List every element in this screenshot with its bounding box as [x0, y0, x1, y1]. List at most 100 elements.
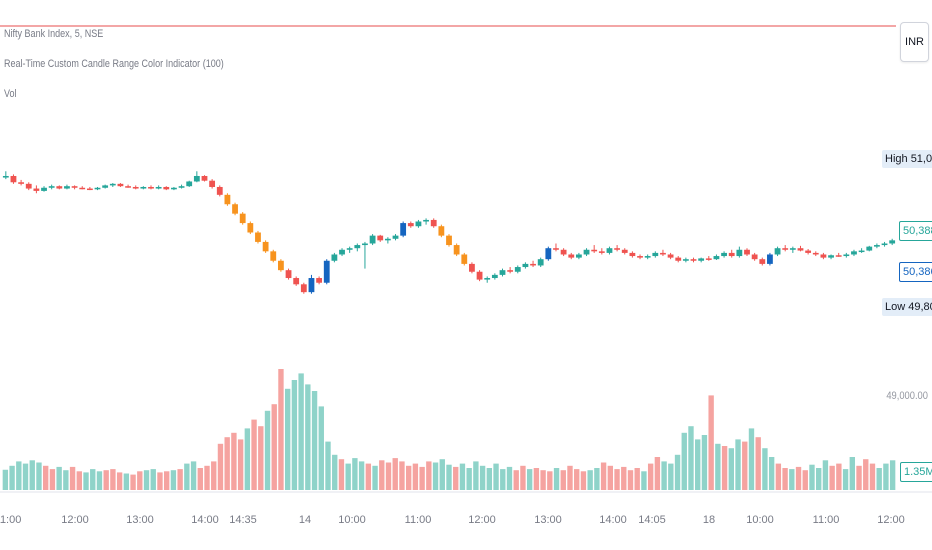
candle-body[interactable] [851, 251, 857, 255]
candle-body[interactable] [713, 256, 720, 260]
candle-body[interactable] [843, 254, 850, 257]
candle-body[interactable] [491, 274, 498, 279]
candle-body[interactable] [247, 223, 254, 233]
candle-body[interactable] [507, 270, 514, 272]
candle-body[interactable] [140, 186, 147, 189]
candle-body[interactable] [583, 249, 590, 255]
indicator-legend[interactable]: Real-Time Custom Candle Range Color Indi… [4, 58, 224, 70]
candle-body[interactable] [94, 187, 101, 190]
candle-body[interactable] [201, 175, 208, 181]
candle-body[interactable] [453, 245, 460, 255]
candle-body[interactable] [362, 243, 368, 246]
symbol-legend[interactable]: Nifty Bank Index, 5, NSE [4, 28, 104, 40]
candle-body[interactable] [805, 250, 812, 253]
candle-body[interactable] [797, 248, 804, 251]
candle-body[interactable] [239, 213, 246, 224]
candle-body[interactable] [193, 175, 200, 182]
candle-body[interactable] [415, 221, 422, 227]
candle-body[interactable] [171, 187, 177, 190]
candle-body[interactable] [339, 249, 345, 255]
candle-body[interactable] [300, 284, 307, 293]
candle-body[interactable] [614, 248, 621, 250]
candle-body[interactable] [881, 243, 888, 246]
candle-body[interactable] [889, 240, 896, 244]
candle-body[interactable] [423, 219, 429, 222]
candle-body[interactable] [469, 263, 475, 272]
candle-body[interactable] [774, 248, 781, 255]
candle-body[interactable] [255, 232, 261, 242]
candle-body[interactable] [461, 254, 468, 264]
candle-body[interactable] [178, 186, 185, 188]
candle-body[interactable] [858, 250, 865, 253]
candle-body[interactable] [262, 241, 269, 252]
candle-body[interactable] [125, 186, 131, 188]
candle-body[interactable] [79, 187, 86, 190]
candle-body[interactable] [25, 183, 32, 189]
candle-body[interactable] [400, 223, 407, 236]
candle-body[interactable] [728, 252, 735, 257]
candle-body[interactable] [308, 278, 315, 293]
candle-body[interactable] [346, 248, 353, 250]
currency-button[interactable]: INR [900, 22, 929, 62]
candle-body[interactable] [767, 254, 773, 264]
candle-body[interactable] [598, 251, 605, 253]
candle-body[interactable] [751, 254, 758, 260]
candle-body[interactable] [522, 263, 529, 268]
candle-body[interactable] [71, 186, 78, 188]
candle-body[interactable] [2, 175, 9, 178]
candle-body[interactable] [377, 235, 384, 241]
candle-body[interactable] [606, 248, 613, 253]
candle-body[interactable] [48, 186, 55, 188]
candle-body[interactable] [430, 219, 437, 227]
candle-body[interactable] [736, 249, 743, 257]
candle-body[interactable] [744, 249, 750, 255]
candle-body[interactable] [835, 255, 842, 257]
candle-body[interactable] [660, 252, 666, 255]
candle-body[interactable] [484, 278, 491, 280]
candle-body[interactable] [828, 255, 834, 258]
candle-body[interactable] [698, 258, 705, 261]
candle-body[interactable] [407, 223, 414, 227]
candle-body[interactable] [667, 254, 674, 258]
candle-body[interactable] [629, 252, 636, 257]
candle-body[interactable] [759, 259, 766, 264]
candle-body[interactable] [216, 186, 223, 195]
candle-body[interactable] [224, 194, 231, 205]
candle-body[interactable] [644, 256, 651, 258]
candle-body[interactable] [163, 186, 170, 190]
candle-body[interactable] [560, 249, 567, 255]
candle-body[interactable] [789, 248, 796, 250]
candle-body[interactable] [369, 235, 376, 244]
candle-body[interactable] [812, 252, 819, 255]
candle-body[interactable] [186, 181, 193, 187]
candle-body[interactable] [102, 185, 109, 188]
candle-body[interactable] [476, 271, 483, 280]
candle-body[interactable] [384, 238, 391, 241]
candle-body[interactable] [148, 186, 154, 189]
candle-body[interactable] [155, 186, 162, 189]
candle-body[interactable] [64, 186, 70, 189]
candle-body[interactable] [866, 246, 873, 251]
candle-body[interactable] [209, 180, 216, 187]
candle-body[interactable] [323, 260, 330, 283]
candle-body[interactable] [591, 249, 598, 252]
candle-body[interactable] [682, 259, 689, 261]
candle-body[interactable] [86, 188, 93, 191]
candle-body[interactable] [537, 259, 544, 266]
candle-body[interactable] [270, 251, 277, 261]
candle-body[interactable] [499, 270, 506, 275]
candle-body[interactable] [553, 248, 559, 250]
candle-body[interactable] [277, 260, 284, 271]
candle-body[interactable] [545, 248, 552, 260]
candle-body[interactable] [285, 270, 292, 279]
candle-body[interactable] [446, 235, 452, 246]
candle-body[interactable] [690, 259, 697, 261]
volume-legend[interactable]: Vol [4, 88, 17, 100]
candle-body[interactable] [354, 245, 361, 249]
candle-body[interactable] [782, 248, 789, 250]
candle-body[interactable] [705, 258, 712, 260]
candle-body[interactable] [41, 187, 47, 191]
candle-body[interactable] [232, 204, 238, 214]
candle-body[interactable] [438, 226, 445, 236]
